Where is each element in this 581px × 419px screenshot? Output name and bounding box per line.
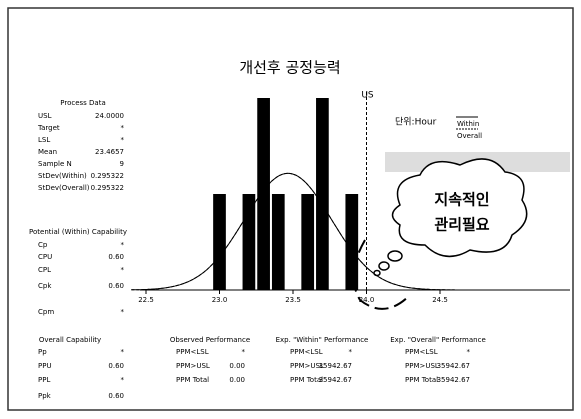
row-label: USL: [38, 112, 52, 120]
row-label: CPL: [38, 266, 51, 274]
table-title: Potential (Within) Capability: [29, 228, 127, 236]
usl-label: US: [361, 91, 374, 101]
row-label: PPM<LSL: [176, 348, 209, 356]
row-value: 0.60: [108, 362, 124, 370]
fit-curve: [131, 172, 455, 291]
legend-label: Within: [457, 120, 479, 128]
row-value: 23.4657: [95, 148, 124, 156]
row-value: 24.0000: [95, 112, 124, 120]
row-value: *: [121, 124, 125, 132]
x-tick-label: 22.5: [138, 296, 154, 304]
row-value: *: [121, 266, 125, 274]
row-value: 0.60: [108, 253, 124, 261]
table-title: Exp. "Overall" Performance: [390, 336, 486, 344]
row-value: *: [242, 348, 246, 356]
row-value: 0.60: [108, 392, 124, 400]
bar: [345, 194, 359, 290]
bar: [316, 98, 329, 290]
row-label: Ppk: [38, 392, 52, 400]
row-label: PPM Total: [405, 376, 438, 384]
row-value: *: [121, 348, 125, 356]
row-value: *: [349, 348, 353, 356]
row-label: StDev(Within): [38, 172, 87, 180]
row-label: Cpk: [38, 282, 52, 290]
row-value: 35942.67: [437, 362, 470, 370]
row-label: PPM>USL: [176, 362, 210, 370]
x-tick-label: 24.0: [359, 296, 375, 304]
row-label: Target: [37, 124, 60, 132]
bar: [271, 194, 285, 290]
row-label: Cp: [38, 241, 48, 249]
callout: [373, 158, 528, 277]
row-value: 0.00: [229, 362, 245, 370]
x-tick-label: 23.5: [285, 296, 301, 304]
row-value: *: [121, 136, 125, 144]
row-value: 35942.67: [437, 376, 470, 384]
row-label: StDev(Overall): [38, 184, 90, 192]
row-value: 9: [120, 160, 124, 168]
frame: [7, 7, 574, 411]
row-label: PPL: [38, 376, 50, 384]
bar: [213, 194, 226, 290]
row-value: *: [467, 348, 471, 356]
row-value: *: [121, 308, 125, 316]
row-label: PPM<LSL: [405, 348, 438, 356]
row-value: 0.295322: [91, 172, 124, 180]
row-label: Pp: [38, 348, 47, 356]
row-value: 0.60: [108, 282, 124, 290]
row-label: Cpm: [38, 308, 54, 316]
x-tick-label: 24.5: [432, 296, 448, 304]
chart-title: 개선후 공정능력: [239, 59, 340, 77]
row-value: 0.295322: [91, 184, 124, 192]
row-value: *: [121, 376, 125, 384]
table-title: Exp. "Within" Performance: [276, 336, 369, 344]
table-title: Process Data: [60, 99, 106, 107]
table-title: Overall Capability: [39, 336, 101, 344]
row-label: PPM Total: [290, 376, 323, 384]
row-value: *: [121, 241, 125, 249]
row-label: CPU: [38, 253, 52, 261]
bar: [301, 194, 315, 290]
legend-label: Overall: [457, 132, 482, 140]
row-label: Sample N: [38, 160, 72, 168]
bubble: [387, 250, 403, 262]
row-label: PPM<LSL: [290, 348, 323, 356]
bar: [257, 98, 270, 290]
row-label: PPM>USL: [290, 362, 324, 370]
callout-text: 관리필요: [434, 216, 489, 234]
cloud-shape: [391, 158, 528, 258]
row-label: LSL: [38, 136, 50, 144]
callout-text: 지속적인: [434, 191, 489, 209]
row-value: 0.00: [229, 376, 245, 384]
x-tick-label: 23.0: [212, 296, 228, 304]
unit-label: 단위:Hour: [395, 117, 437, 128]
bar: [242, 194, 256, 290]
row-value: 35942.67: [319, 362, 352, 370]
row-label: PPU: [38, 362, 52, 370]
bubble: [378, 261, 390, 271]
row-value: 35942.67: [319, 376, 352, 384]
row-label: Mean: [38, 148, 57, 156]
row-label: PPM>USL: [405, 362, 439, 370]
row-label: PPM Total: [176, 376, 209, 384]
table-title: Observed Performance: [170, 336, 250, 344]
